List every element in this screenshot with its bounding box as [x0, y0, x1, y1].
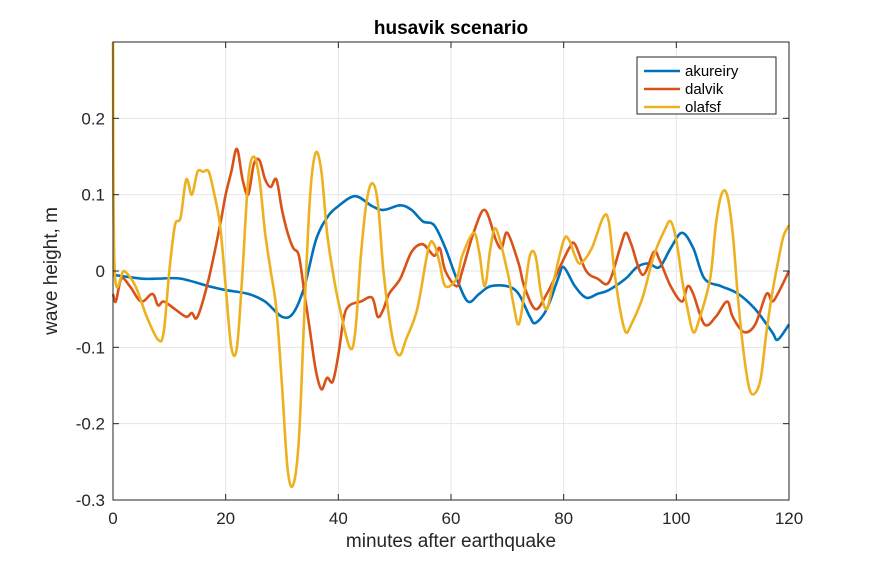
legend-label-akureiry: akureiry: [685, 63, 739, 80]
y-tick-label: -0.2: [76, 415, 105, 434]
chart-title: husavik scenario: [374, 18, 528, 39]
series-line-akureiry: [112, 194, 791, 342]
y-tick-label: 0.1: [81, 186, 105, 205]
series-line-olafsf: [111, 41, 791, 489]
y-tick-label: 0.2: [81, 109, 105, 128]
legend-label-dalvik: dalvik: [685, 81, 724, 98]
ticks: 0 20 40 60 80 100 120 -0.3 -0.2 -0.1 0 0.1 0.2: [76, 42, 803, 528]
x-tick-label: 20: [216, 509, 235, 528]
legend-box: [636, 56, 777, 115]
x-axis-label: minutes after earthquake: [346, 531, 556, 552]
y-axis-label: wave height, m: [41, 207, 62, 336]
x-tick-label: 100: [662, 509, 690, 528]
y-tick-label: -0.1: [76, 338, 105, 357]
series-line-dalvik: [111, 147, 791, 391]
legend-label-olafsf: olafsf: [685, 99, 722, 116]
x-tick-label: 80: [554, 509, 573, 528]
x-tick-label: 0: [108, 509, 117, 528]
y-tick-label: 0: [96, 262, 105, 281]
y-tick-label: -0.3: [76, 491, 105, 510]
x-tick-label: 60: [442, 509, 461, 528]
series-lines: [111, 41, 791, 489]
x-tick-label: 120: [775, 509, 803, 528]
x-tick-label: 40: [329, 509, 348, 528]
